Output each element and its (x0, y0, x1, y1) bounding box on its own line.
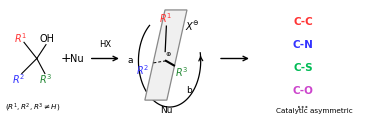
Text: $R^1$: $R^1$ (159, 11, 172, 25)
Text: a: a (127, 56, 133, 65)
Text: Catalytic asymmetric: Catalytic asymmetric (276, 108, 352, 114)
Text: $R^2$: $R^2$ (12, 72, 25, 86)
Text: $(R^1, R^2, R^3 \neq H)$: $(R^1, R^2, R^3 \neq H)$ (5, 102, 61, 114)
Text: C-O: C-O (293, 86, 314, 96)
Text: $R^1$: $R^1$ (14, 31, 28, 45)
Text: Nu: Nu (160, 106, 172, 115)
Text: $R^2$: $R^2$ (136, 63, 150, 77)
Text: $X^{\ominus}$: $X^{\ominus}$ (185, 20, 200, 33)
Polygon shape (145, 10, 187, 100)
Text: ...: ... (297, 100, 309, 110)
Text: b: b (186, 86, 192, 95)
Text: $R^3$: $R^3$ (39, 72, 53, 86)
Text: C-N: C-N (293, 40, 314, 50)
Text: +: + (60, 52, 71, 65)
Text: C-C: C-C (293, 16, 313, 27)
Text: $R^3$: $R^3$ (175, 66, 188, 79)
Text: Nu: Nu (70, 53, 84, 64)
Text: $^{\oplus}$: $^{\oplus}$ (165, 52, 172, 61)
Text: OH: OH (39, 34, 54, 44)
Text: C-S: C-S (293, 63, 313, 73)
Text: HX: HX (99, 40, 111, 49)
